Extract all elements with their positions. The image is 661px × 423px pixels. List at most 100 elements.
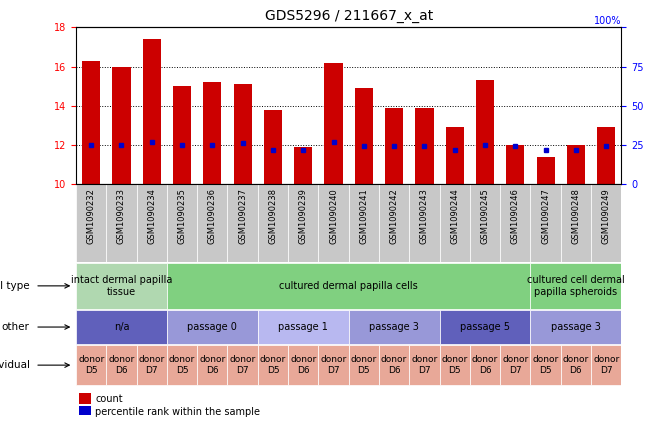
Bar	[319, 184, 349, 262]
Bar	[137, 184, 167, 262]
Bar	[76, 310, 167, 344]
Text: GSM1090245: GSM1090245	[481, 188, 490, 244]
Text: passage 0: passage 0	[188, 322, 237, 332]
Bar	[79, 393, 91, 404]
Bar	[288, 345, 319, 385]
Bar	[143, 39, 161, 184]
Bar	[288, 184, 319, 262]
Text: GSM1090240: GSM1090240	[329, 188, 338, 244]
Bar	[167, 184, 197, 262]
Text: donor
D7: donor D7	[593, 355, 619, 375]
Bar	[500, 345, 530, 385]
Text: 100%: 100%	[594, 16, 621, 26]
Text: n/a: n/a	[114, 322, 129, 332]
Text: donor
D6: donor D6	[472, 355, 498, 375]
Text: donor
D6: donor D6	[199, 355, 225, 375]
Bar	[566, 145, 585, 184]
Bar	[415, 108, 434, 184]
Text: percentile rank within the sample: percentile rank within the sample	[95, 407, 260, 417]
Text: GSM1090249: GSM1090249	[602, 188, 611, 244]
Text: GDS5296 / 211667_x_at: GDS5296 / 211667_x_at	[264, 9, 433, 23]
Text: GSM1090247: GSM1090247	[541, 188, 550, 244]
Bar	[227, 345, 258, 385]
Bar	[561, 184, 591, 262]
Bar	[537, 157, 555, 184]
Bar	[319, 345, 349, 385]
Bar	[349, 184, 379, 262]
Text: donor
D7: donor D7	[321, 355, 346, 375]
Text: GSM1090238: GSM1090238	[268, 188, 278, 244]
Bar	[204, 82, 221, 184]
Text: passage 3: passage 3	[551, 322, 601, 332]
Text: donor
D6: donor D6	[108, 355, 135, 375]
Bar	[76, 263, 167, 309]
Bar	[173, 86, 191, 184]
Text: GSM1090237: GSM1090237	[238, 188, 247, 244]
Text: donor
D6: donor D6	[381, 355, 407, 375]
Text: donor
D7: donor D7	[229, 355, 256, 375]
Bar	[227, 184, 258, 262]
Bar	[470, 184, 500, 262]
Bar	[597, 127, 615, 184]
Text: GSM1090241: GSM1090241	[360, 188, 368, 244]
Text: donor
D7: donor D7	[502, 355, 528, 375]
Bar	[530, 345, 561, 385]
Text: GSM1090234: GSM1090234	[147, 188, 156, 244]
Text: cultured cell dermal
papilla spheroids: cultured cell dermal papilla spheroids	[527, 275, 625, 297]
Bar	[325, 63, 342, 184]
Bar	[440, 345, 470, 385]
Bar	[112, 66, 130, 184]
Text: GSM1090232: GSM1090232	[87, 188, 96, 244]
Text: cell type: cell type	[0, 281, 30, 291]
Bar	[167, 345, 197, 385]
Text: donor
D6: donor D6	[563, 355, 589, 375]
Text: donor
D5: donor D5	[442, 355, 468, 375]
Bar	[385, 108, 403, 184]
Bar	[446, 127, 464, 184]
Bar	[355, 88, 373, 184]
Bar	[500, 184, 530, 262]
Text: GSM1090243: GSM1090243	[420, 188, 429, 244]
Bar	[591, 345, 621, 385]
Text: donor
D5: donor D5	[533, 355, 559, 375]
Text: donor
D5: donor D5	[169, 355, 195, 375]
Text: GSM1090244: GSM1090244	[450, 188, 459, 244]
Bar	[167, 263, 530, 309]
Text: donor
D7: donor D7	[411, 355, 438, 375]
Text: donor
D7: donor D7	[139, 355, 165, 375]
Bar	[82, 61, 100, 184]
Text: donor
D5: donor D5	[78, 355, 104, 375]
Bar	[476, 80, 494, 184]
Bar	[106, 184, 137, 262]
Text: passage 3: passage 3	[369, 322, 419, 332]
Text: passage 5: passage 5	[460, 322, 510, 332]
Text: other: other	[2, 322, 30, 332]
Bar	[409, 184, 440, 262]
Text: GSM1090235: GSM1090235	[178, 188, 186, 244]
Bar	[379, 184, 409, 262]
Bar	[530, 310, 621, 344]
Text: count: count	[95, 394, 123, 404]
Bar	[349, 345, 379, 385]
Bar	[137, 345, 167, 385]
Bar	[470, 345, 500, 385]
Text: intact dermal papilla
tissue: intact dermal papilla tissue	[71, 275, 172, 297]
Bar	[379, 345, 409, 385]
Text: GSM1090239: GSM1090239	[299, 188, 308, 244]
Text: GSM1090242: GSM1090242	[389, 188, 399, 244]
Bar	[233, 84, 252, 184]
Bar	[264, 110, 282, 184]
Text: cultured dermal papilla cells: cultured dermal papilla cells	[280, 281, 418, 291]
Text: GSM1090248: GSM1090248	[571, 188, 580, 244]
Text: GSM1090236: GSM1090236	[208, 188, 217, 244]
Text: GSM1090246: GSM1090246	[511, 188, 520, 244]
Bar	[506, 145, 524, 184]
Text: donor
D6: donor D6	[290, 355, 317, 375]
Bar	[530, 263, 621, 309]
Bar	[258, 345, 288, 385]
Bar	[440, 184, 470, 262]
Text: donor
D5: donor D5	[260, 355, 286, 375]
Bar	[591, 184, 621, 262]
Bar	[561, 345, 591, 385]
Bar	[349, 310, 440, 344]
